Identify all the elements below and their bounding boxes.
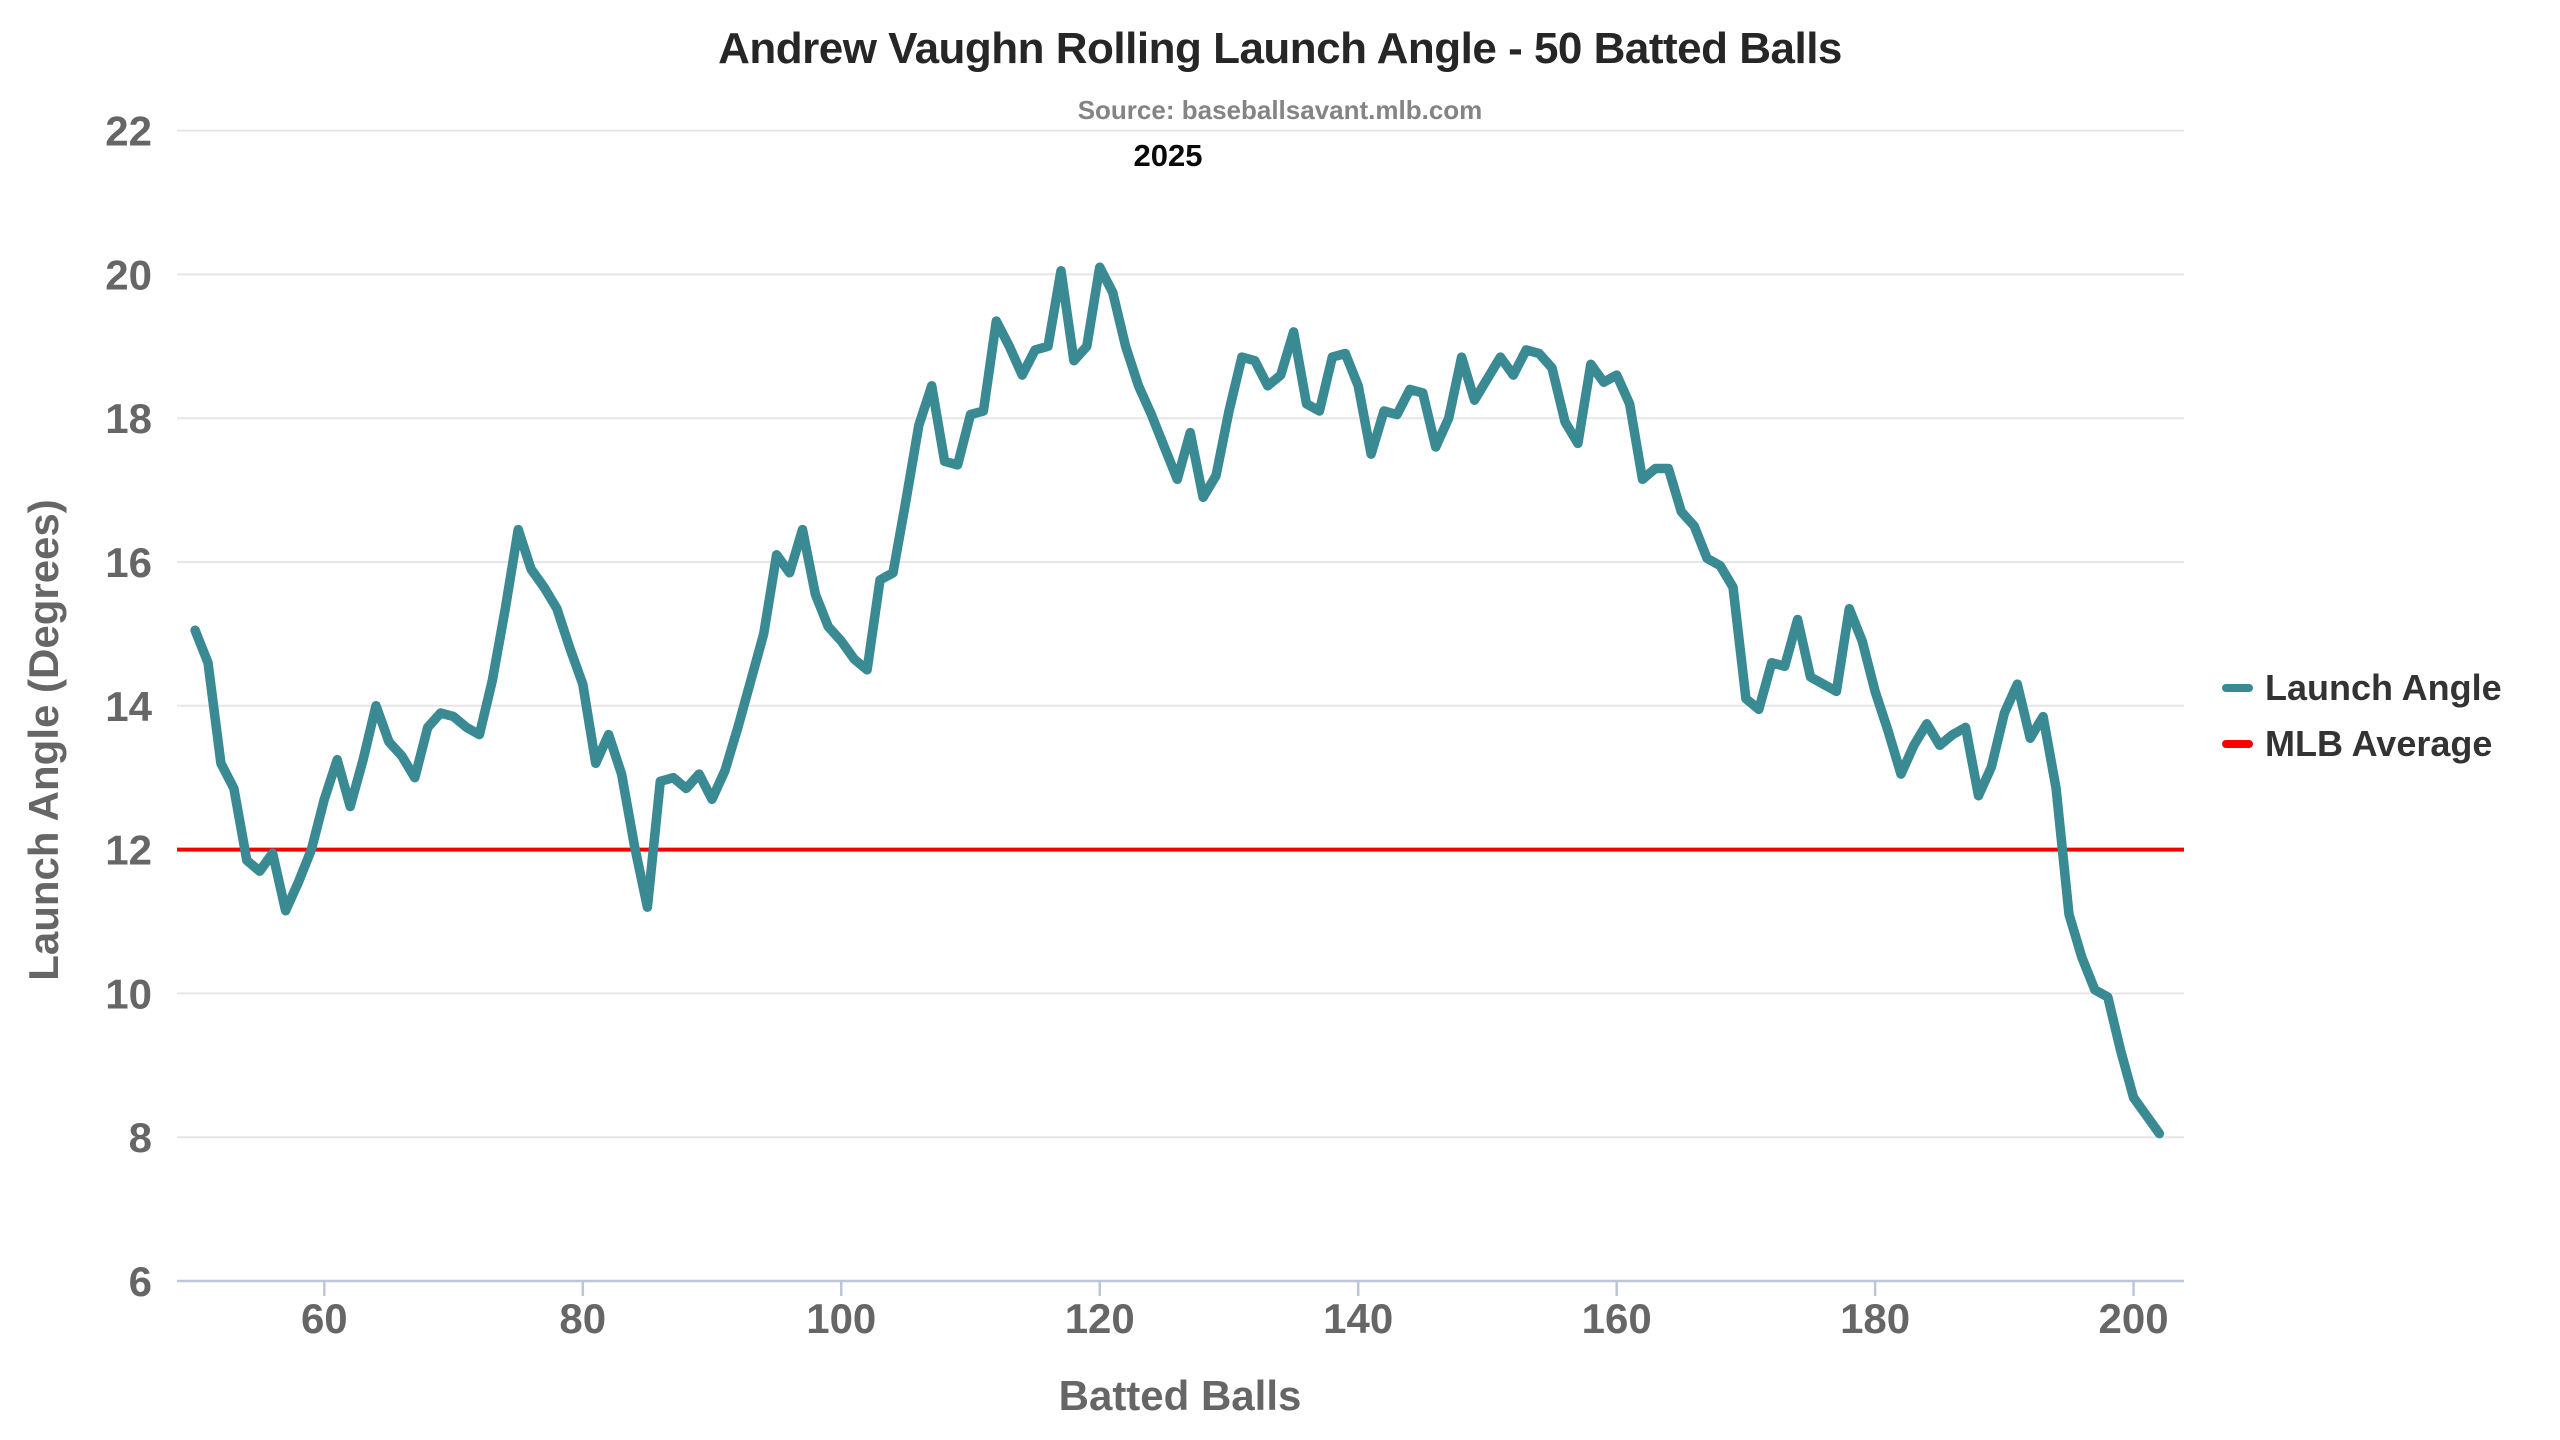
chart-title: Andrew Vaughn Rolling Launch Angle - 50 … — [718, 24, 1842, 73]
x-tick-label: 200 — [2099, 1295, 2169, 1342]
y-tick-label: 18 — [105, 395, 152, 442]
launch-angle-line — [190, 262, 2165, 1139]
legend: Launch Angle MLB Average — [2222, 668, 2502, 780]
y-tick-label: 8 — [129, 1114, 152, 1161]
y-tick-label: 16 — [105, 539, 152, 586]
mlb-average-swatch — [2222, 740, 2253, 748]
y-tick-label: 12 — [105, 827, 152, 874]
legend-item-launch-angle: Launch Angle — [2222, 668, 2502, 708]
launch-angle-swatch — [2222, 684, 2253, 692]
x-tick-label: 80 — [559, 1295, 606, 1342]
x-tick-label: 60 — [301, 1295, 348, 1342]
y-tick-label: 14 — [105, 683, 152, 730]
x-axis-title: Batted Balls — [1058, 1372, 1302, 1419]
y-tick-label: 20 — [105, 251, 152, 298]
x-tick-label: 120 — [1065, 1295, 1135, 1342]
legend-label: MLB Average — [2265, 723, 2493, 764]
x-tick-label: 100 — [806, 1295, 876, 1342]
x-tick-label: 160 — [1582, 1295, 1652, 1342]
x-tick-label: 180 — [1840, 1295, 1910, 1342]
legend-label: Launch Angle — [2265, 667, 2502, 708]
y-tick-label: 10 — [105, 970, 152, 1017]
y-axis-title: Launch Angle (Degrees) — [20, 499, 67, 981]
y-tick-label: 6 — [129, 1258, 152, 1305]
legend-item-mlb-average: MLB Average — [2222, 724, 2502, 764]
x-tick-label: 140 — [1323, 1295, 1393, 1342]
year-annotation: 2025 — [1133, 138, 1203, 173]
y-tick-label: 22 — [105, 108, 152, 155]
chart-subtitle: Source: baseballsavant.mlb.com — [1077, 95, 1483, 125]
